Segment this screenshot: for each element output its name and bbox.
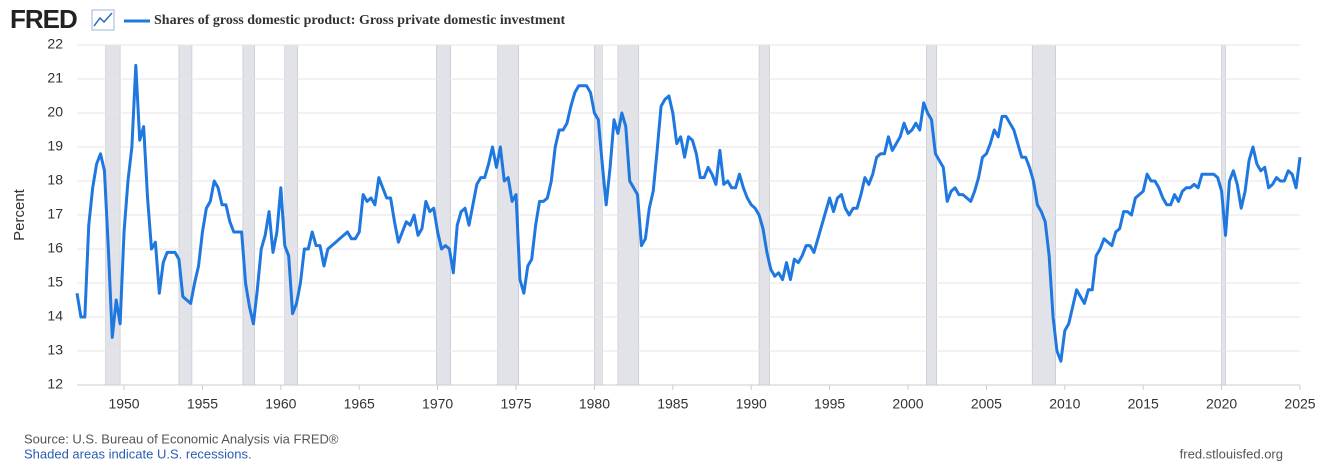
logo-icon-line — [93, 12, 113, 27]
x-tick-label: 2005 — [971, 396, 1002, 412]
legend-label: Shares of gross domestic product: Gross … — [154, 13, 565, 28]
site: fred.stlouisfed.org — [1180, 446, 1283, 461]
x-tick-label: 1955 — [187, 396, 218, 412]
x-tick-label: 2015 — [1128, 396, 1159, 412]
y-tick-label: 18 — [47, 172, 63, 188]
x-tick-label: 1960 — [265, 396, 296, 412]
x-tick-label: 1985 — [657, 396, 688, 412]
y-tick-label: 17 — [47, 206, 63, 222]
x-tick-label: 1980 — [579, 396, 610, 412]
y-tick-label: 20 — [47, 104, 63, 120]
y-tick-label: 16 — [47, 240, 63, 256]
source: Source: U.S. Bureau of Economic Analysis… — [24, 431, 339, 446]
data-line — [75, 63, 1302, 363]
y-tick-label: 19 — [47, 138, 63, 154]
x-tick-label: 1990 — [736, 396, 767, 412]
x-tick-label: 2000 — [892, 396, 923, 412]
y-tick-label: 22 — [47, 36, 63, 52]
x-tick-label: 1970 — [422, 396, 453, 412]
x-tick-label: 1975 — [500, 396, 531, 412]
y-tick-label: 12 — [47, 376, 63, 392]
y-tick-label: 13 — [47, 342, 63, 358]
x-tick-label: 1950 — [108, 396, 139, 412]
y-tick-label: 21 — [47, 70, 63, 86]
x-tick-label: 1995 — [814, 396, 845, 412]
x-tick-label: 2020 — [1206, 396, 1237, 412]
recession-note: Shaded areas indicate U.S. recessions. — [24, 446, 252, 461]
x-tick-label: 2010 — [1049, 396, 1080, 412]
logo: FRED — [10, 4, 77, 34]
y-tick-label: 15 — [47, 274, 63, 290]
x-tick-label: 2025 — [1284, 396, 1315, 412]
y-axis-label: Percent — [11, 188, 28, 241]
plot-area: 12 13 14 15 16 17 18 19 20 21 22 1950 1955 1960 1965 19… — [47, 36, 1315, 412]
x-tick-label: 1965 — [344, 396, 375, 412]
y-tick-label: 14 — [47, 308, 63, 324]
